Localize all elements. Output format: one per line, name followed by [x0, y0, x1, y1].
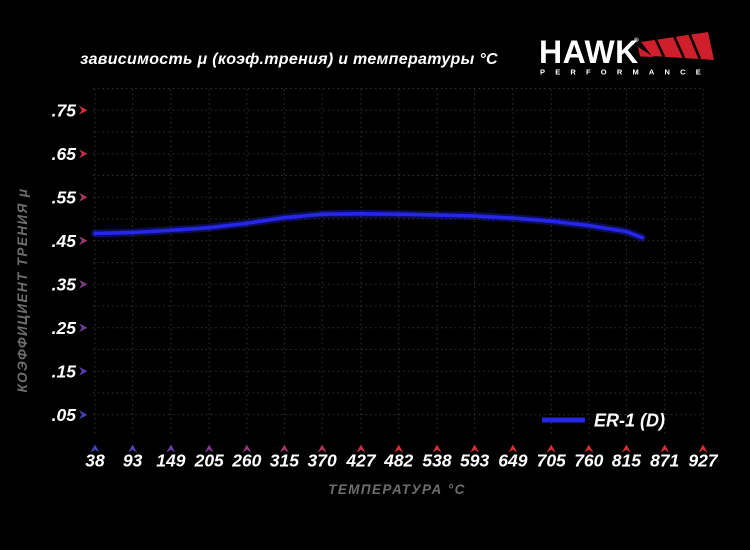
x-tick-label: 760 [574, 451, 603, 471]
x-tick-label: 315 [270, 451, 299, 471]
y-tick-arrow-icon [79, 323, 88, 333]
y-axis-ticks: .05 .15 .25 .35 .45 .55 .65 .75 [52, 101, 88, 425]
x-tick-label: 649 [498, 451, 527, 471]
x-tick-label: 370 [307, 451, 336, 471]
y-tick-label: .05 [52, 405, 77, 425]
x-tick-arrow-icon [508, 444, 518, 453]
x-tick-label: 427 [345, 451, 376, 471]
y-tick-arrow-icon [79, 410, 88, 420]
y-tick-arrow-icon [79, 105, 88, 115]
hawk-logo: HAWK ® PERFORMANCE [539, 29, 714, 77]
x-axis-ticks: 38 93 149 205 260 315 370 427 482 538 593 649 705 760… [85, 444, 719, 471]
x-tick-label: 149 [156, 451, 185, 471]
x-axis-title: ТЕМПЕРАТУРА °C [328, 482, 466, 497]
x-tick-label: 927 [688, 451, 718, 471]
x-tick-label: 93 [123, 451, 143, 471]
legend-label: ER-1 (D) [594, 411, 665, 431]
x-tick-arrow-icon [394, 444, 404, 453]
x-tick-arrow-icon [166, 444, 176, 453]
x-tick-arrow-icon [584, 444, 594, 453]
x-tick-label: 38 [85, 451, 105, 471]
curve-er1 [93, 211, 644, 240]
x-tick-label: 205 [194, 451, 224, 471]
x-tick-label: 260 [231, 451, 261, 471]
x-tick-arrow-icon [621, 444, 631, 453]
y-tick-label: .25 [52, 318, 77, 338]
x-tick-label: 538 [422, 451, 451, 471]
x-tick-arrow-icon [432, 444, 442, 453]
hawk-brand-text: HAWK [539, 34, 639, 70]
x-tick-arrow-icon [128, 444, 138, 453]
chart-title: зависимость μ (коэф.трения) и температур… [80, 51, 498, 68]
hawk-subtitle-text: PERFORMANCE [540, 68, 711, 77]
x-tick-arrow-icon [356, 444, 366, 453]
x-tick-arrow-icon [242, 444, 252, 453]
y-tick-arrow-icon [79, 149, 88, 159]
y-tick-arrow-icon [79, 192, 88, 202]
y-tick-label: .55 [52, 187, 77, 207]
y-tick-label: .75 [52, 101, 77, 121]
x-tick-label: 815 [612, 451, 641, 471]
x-tick-label: 705 [537, 451, 566, 471]
x-tick-arrow-icon [470, 444, 480, 453]
y-tick-label: .15 [52, 361, 77, 381]
x-tick-arrow-icon [90, 444, 100, 453]
x-tick-label: 593 [460, 451, 489, 471]
y-tick-label: .65 [52, 144, 77, 164]
y-axis-title: КОЭФФИЦИЕНТ ТРЕНИЯ μ [15, 188, 30, 393]
x-tick-arrow-icon [279, 444, 289, 453]
y-tick-arrow-icon [79, 279, 88, 289]
y-tick-label: .35 [52, 274, 77, 294]
x-tick-label: 482 [383, 451, 413, 471]
x-tick-arrow-icon [698, 444, 708, 453]
x-tick-arrow-icon [660, 444, 670, 453]
y-tick-arrow-icon [79, 366, 88, 376]
y-tick-arrow-icon [79, 236, 88, 246]
hawk-registered-mark: ® [634, 36, 639, 44]
hawk-wing-icon [638, 29, 714, 60]
x-tick-arrow-icon [546, 444, 556, 453]
x-tick-arrow-icon [317, 444, 327, 453]
x-tick-arrow-icon [204, 444, 214, 453]
x-tick-label: 871 [650, 451, 679, 471]
y-tick-label: .45 [52, 231, 77, 251]
grid [93, 88, 704, 436]
legend: ER-1 (D) [542, 411, 665, 431]
friction-curve [91, 209, 647, 242]
